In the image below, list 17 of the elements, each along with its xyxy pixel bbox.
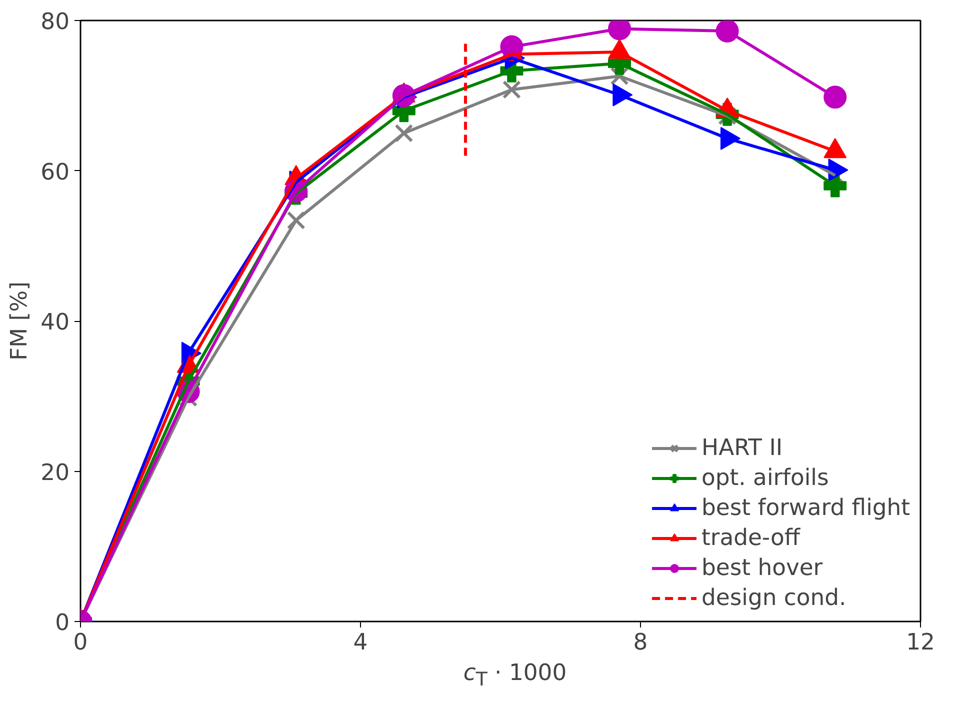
legend-label: best forward flight bbox=[702, 495, 910, 521]
legend-label: opt. airfoils bbox=[702, 465, 829, 491]
x-tick-label: 12 bbox=[906, 630, 935, 656]
y-tick-label: 40 bbox=[40, 310, 70, 336]
y-tick-label: 0 bbox=[55, 610, 70, 636]
legend-label: HART II bbox=[702, 435, 783, 461]
x-tick-label: 4 bbox=[353, 630, 368, 656]
x-tick-label: 0 bbox=[73, 630, 88, 656]
y-axis-title: FM [%] bbox=[6, 281, 33, 360]
y-tick-label: 60 bbox=[40, 159, 70, 186]
y-tick-label: 80 bbox=[40, 9, 70, 35]
y-tick-label: 20 bbox=[40, 460, 70, 486]
x-axis-title: c$_{T}$ · 1000 bbox=[463, 659, 567, 693]
legend-label: trade-off bbox=[702, 525, 800, 551]
x-tick-label: 8 bbox=[633, 630, 648, 656]
legend-label: best hover bbox=[702, 555, 823, 581]
legend-label: design cond. bbox=[702, 585, 846, 611]
